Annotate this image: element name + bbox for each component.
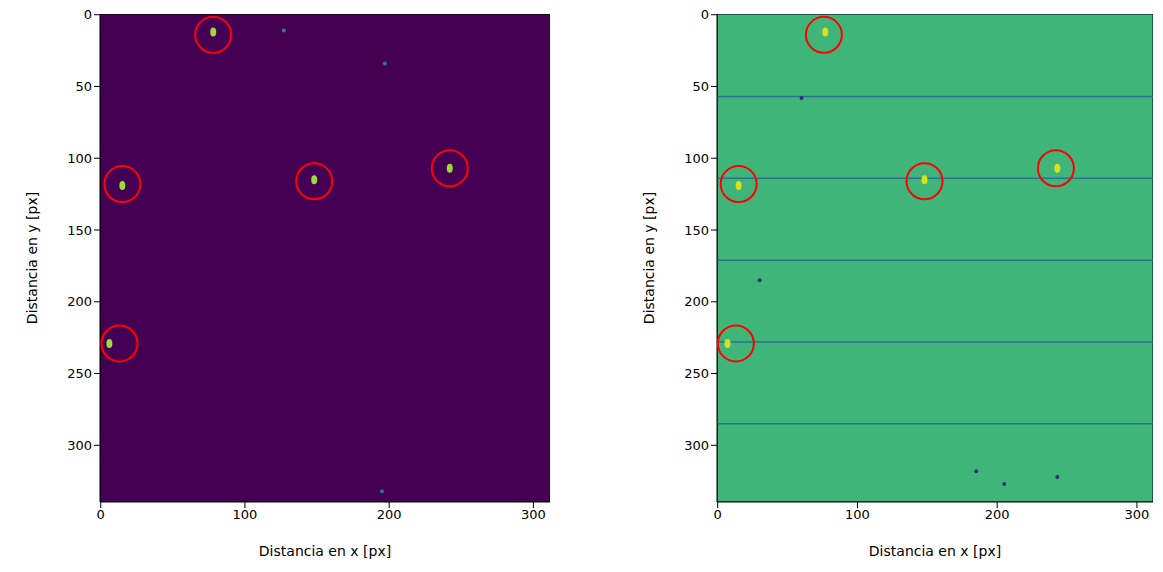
svg-text:300: 300 — [521, 507, 546, 522]
svg-text:200: 200 — [67, 294, 92, 309]
svg-text:300: 300 — [67, 438, 92, 453]
svg-text:150: 150 — [684, 223, 709, 238]
svg-text:250: 250 — [684, 366, 709, 381]
svg-text:100: 100 — [67, 151, 92, 166]
svg-text:200: 200 — [985, 507, 1010, 522]
svg-text:150: 150 — [67, 223, 92, 238]
svg-text:200: 200 — [684, 294, 709, 309]
svg-text:Distancia en y [px]: Distancia en y [px] — [641, 192, 657, 324]
svg-text:Distancia en y [px]: Distancia en y [px] — [24, 192, 40, 324]
svg-text:0: 0 — [84, 7, 92, 22]
svg-text:100: 100 — [233, 507, 258, 522]
svg-text:100: 100 — [845, 507, 870, 522]
svg-text:0: 0 — [714, 507, 722, 522]
svg-text:Distancia en x [px]: Distancia en x [px] — [259, 543, 391, 559]
svg-text:300: 300 — [684, 438, 709, 453]
svg-text:Distancia en x [px]: Distancia en x [px] — [869, 543, 1001, 559]
svg-text:200: 200 — [377, 507, 402, 522]
svg-text:300: 300 — [1125, 507, 1150, 522]
svg-text:50: 50 — [75, 79, 92, 94]
svg-text:100: 100 — [684, 151, 709, 166]
svg-text:250: 250 — [67, 366, 92, 381]
svg-text:0: 0 — [97, 507, 105, 522]
svg-text:0: 0 — [701, 7, 709, 22]
svg-text:50: 50 — [692, 79, 709, 94]
